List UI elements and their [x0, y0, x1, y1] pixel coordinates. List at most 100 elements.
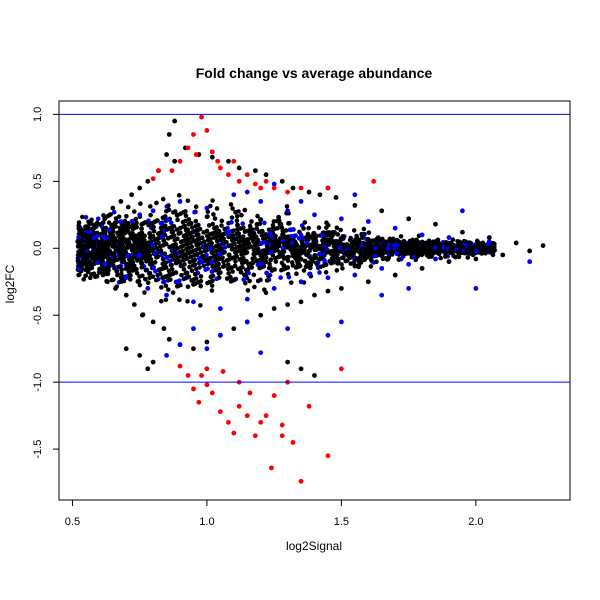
cloud-point [242, 272, 247, 278]
data-point-0 [285, 359, 291, 365]
cloud-point [118, 279, 124, 285]
cloud-point [191, 277, 197, 282]
cloud-point [314, 260, 319, 266]
cloud-point [88, 243, 93, 249]
cloud-point [129, 218, 135, 224]
cloud-point [451, 253, 456, 259]
data-point-0 [226, 158, 231, 164]
cloud-point [125, 253, 130, 259]
cloud-point [252, 284, 257, 290]
data-point-2 [209, 390, 215, 396]
cloud-point [334, 268, 340, 273]
cloud-point [144, 254, 149, 260]
data-point-2 [231, 158, 237, 164]
cloud-point [224, 258, 230, 263]
cloud-point [258, 217, 263, 222]
cloud-point [97, 222, 103, 227]
cloud-point [187, 259, 193, 265]
data-point-0 [139, 312, 145, 318]
data-point-2 [217, 409, 223, 415]
cloud-point [255, 250, 260, 256]
data-point-2 [231, 430, 237, 436]
data-point-1 [406, 286, 412, 291]
cloud-point [210, 198, 215, 203]
cloud-point [237, 235, 242, 240]
axis-ticks: 0.5 1.0 1.5 2.0 -1.5 -1.0 -0.5 0.0 0.5 1.0 [32, 107, 484, 528]
cloud-point [369, 246, 374, 252]
data-point-1 [406, 261, 412, 267]
data-point-2 [220, 369, 226, 374]
cloud-point [189, 235, 194, 240]
cloud-point [125, 221, 131, 226]
cloud-point [175, 236, 180, 242]
cloud-point [258, 241, 264, 246]
cloud-point [252, 255, 257, 261]
cloud-point [186, 221, 192, 227]
cloud-point [183, 232, 189, 238]
cloud-point [381, 250, 386, 256]
cloud-point [153, 250, 158, 256]
data-point-1 [177, 342, 183, 348]
cloud-point [125, 229, 131, 234]
cloud-point [94, 274, 100, 279]
y-tick-label: 0.5 [32, 174, 44, 189]
data-point-2 [236, 178, 242, 184]
cloud-point [256, 229, 262, 235]
data-point-0 [392, 272, 398, 278]
cloud-point [124, 213, 129, 219]
cloud-point [100, 251, 105, 257]
cloud-point [142, 290, 147, 295]
cloud-point [165, 236, 171, 241]
cloud-point [286, 274, 292, 280]
cloud-point [146, 244, 151, 250]
cloud-point [209, 283, 215, 288]
data-point-0 [204, 339, 210, 345]
cloud-point [247, 232, 253, 237]
data-point-0 [161, 326, 167, 332]
cloud-point [185, 299, 190, 304]
data-point-2 [258, 419, 264, 425]
cloud-point [174, 279, 180, 285]
data-point-1 [338, 216, 344, 222]
cloud-point [271, 245, 277, 250]
cloud-point [151, 265, 157, 270]
cloud-point [153, 268, 158, 274]
cloud-point [221, 241, 226, 246]
cloud-point [415, 254, 420, 259]
cloud-point [150, 233, 156, 239]
cloud-point [143, 267, 149, 273]
cloud-point [147, 231, 152, 236]
data-point-0 [312, 373, 317, 378]
data-point-2 [371, 178, 377, 184]
cloud-point [395, 242, 400, 248]
cloud-point [162, 214, 168, 219]
data-point-1 [271, 286, 277, 291]
cloud-point [145, 240, 151, 246]
cloud-point [150, 274, 156, 279]
cloud-point [235, 266, 241, 272]
cloud-point [285, 244, 290, 250]
data-point-0 [365, 279, 371, 285]
cloud-point [175, 217, 180, 223]
cloud-point [241, 242, 247, 248]
cloud-point [204, 243, 209, 248]
cloud-point [304, 264, 309, 269]
cloud-point [107, 234, 113, 239]
cloud-point [77, 266, 82, 272]
cloud-point [76, 220, 82, 225]
cloud-point [210, 278, 215, 284]
cloud-point [320, 240, 326, 246]
cloud-point [192, 209, 197, 215]
data-point-1 [352, 192, 358, 198]
cloud-point [241, 277, 247, 282]
cloud-point [147, 261, 153, 267]
data-point-1 [298, 279, 304, 285]
cloud-point [229, 215, 235, 220]
data-point-1 [352, 272, 358, 278]
cloud-point [160, 256, 166, 262]
cloud-point [201, 230, 206, 235]
data-point-0 [96, 269, 102, 275]
cloud-point [209, 259, 215, 265]
y-tick-label: -1.5 [32, 440, 44, 459]
cloud-point [343, 258, 349, 264]
